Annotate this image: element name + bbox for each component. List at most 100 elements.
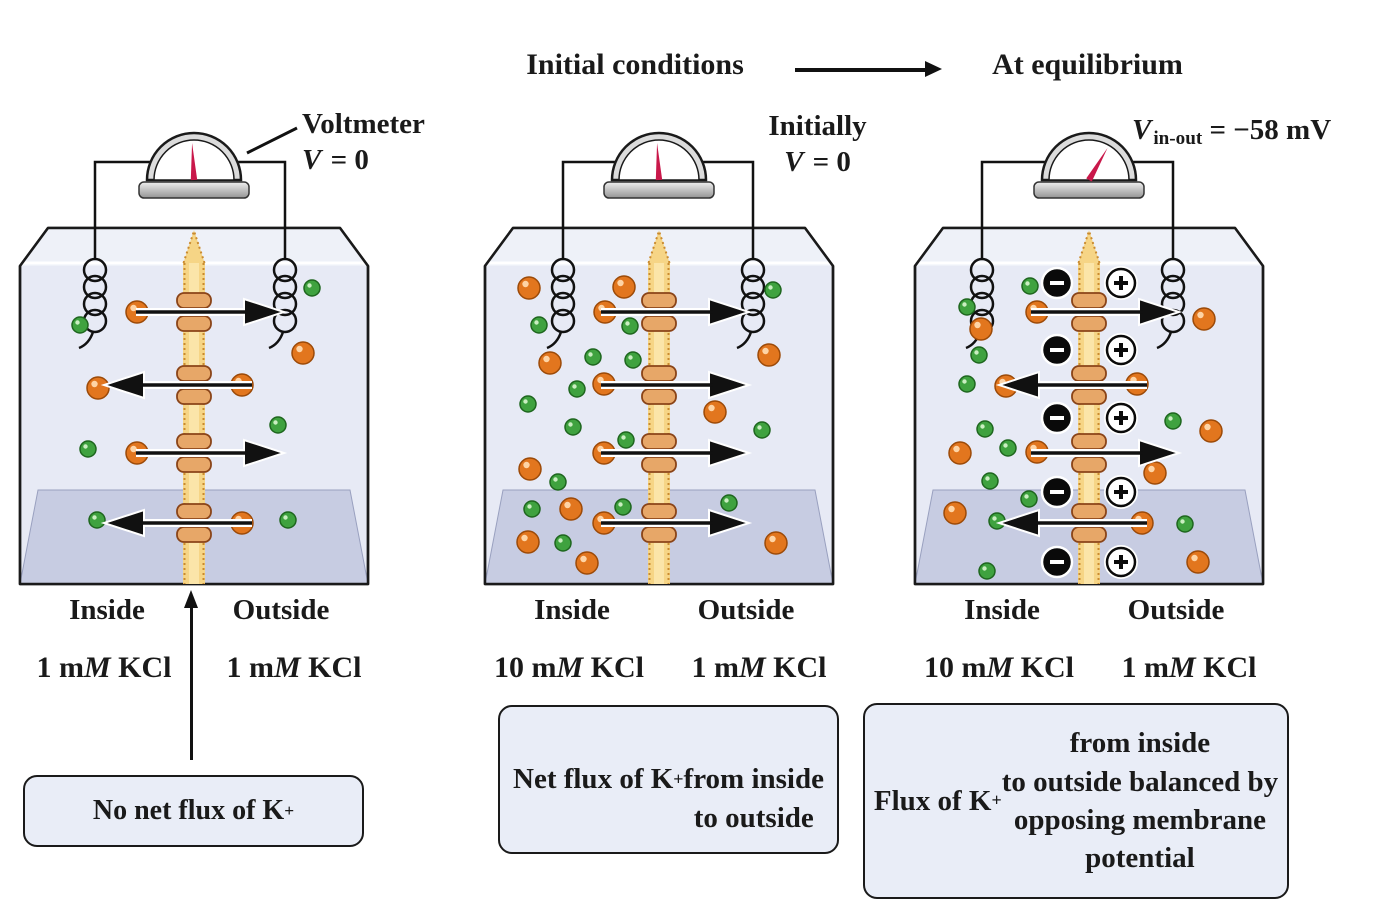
caption-box: Net flux of K + from inside to outside [498,705,839,854]
k-ion-highlight [708,404,715,412]
electrode-coil [272,308,298,334]
cl-ion [549,473,567,491]
cl-ion-highlight [962,302,967,307]
electrode-coil [740,308,766,334]
k-ion-highlight [564,501,571,509]
cl-ion [978,562,996,580]
inside-concentration: 1 mM KCl [36,651,172,684]
cl-ion-highlight [962,379,967,384]
header-arrow [795,68,927,72]
k-ion [516,530,540,554]
panel-no-net-flux: Voltmeter V = 0 Inside Outside 1 mM KCl … [18,100,425,916]
electrode-coil-tail [268,331,285,350]
outside-label: Outside [232,594,330,626]
k-ion-highlight [1148,465,1155,473]
cl-ion-highlight [273,420,278,425]
cl-ion [269,416,287,434]
ion-channel [641,433,677,450]
cl-ion-highlight [572,384,577,389]
cl-ion-highlight [75,320,80,325]
cl-ion [564,418,582,436]
k-ion-highlight [296,345,303,353]
k-ion-highlight [130,304,137,312]
cl-ion-highlight [1180,519,1185,524]
k-ion-highlight [617,279,624,287]
electrode-coil [82,274,108,300]
k-ion [518,457,542,481]
k-ion [86,376,110,400]
k-ion [757,343,781,367]
membrane-tip-edge [658,230,671,264]
cl-ion-highlight [558,538,563,543]
v-value: = 0 [323,144,369,176]
electrode-coil [550,274,576,300]
k-ion-highlight [580,555,587,563]
tank-outline [913,226,1265,586]
v-symbol: V [302,144,322,176]
cl-ion [958,375,976,393]
voltmeter-needle [655,143,663,181]
k-ion [291,341,315,365]
ion-channel [641,365,677,382]
electrode-coil-tail [736,331,753,350]
cl-ion-highlight [283,515,288,520]
k-ion-highlight [543,355,550,363]
inside-label: Inside [964,594,1040,626]
panel-net-flux-initial: Initially V = 0 Inside Outside 10 mM KCl… [483,100,867,916]
membrane-tip-edge [1077,230,1090,264]
tank-outline [18,226,370,586]
voltmeter-needle [190,143,198,181]
cl-ion [753,421,771,439]
voltmeter-base [138,181,250,199]
k-ion [943,501,967,525]
k-ion [1199,419,1223,443]
k-ion-highlight [974,321,981,329]
membrane-tip [1078,230,1100,264]
membrane-pointer-arrow-icon [184,590,198,608]
k-ion [559,497,583,521]
k-ion-highlight [1204,423,1211,431]
cl-ion [88,511,106,529]
electrode-wire [237,160,287,260]
cl-ion-highlight [83,444,88,449]
meter-reading: V = 0 [302,142,425,187]
ion-channel [641,388,677,405]
caption-box: Flux of K + from inside to outside balanc… [863,703,1289,899]
ion-channel [176,526,212,543]
k-ion [612,275,636,299]
outside-label: Outside [697,594,795,626]
k-ion-highlight [1191,554,1198,562]
cl-ion-highlight [974,350,979,355]
membrane-tip-edge [1088,230,1101,264]
k-ion [517,276,541,300]
meter-label: Initially V = 0 [735,108,900,189]
header-initial-conditions: Initial conditions [526,48,744,81]
cl-ion [624,351,642,369]
cl-ion [614,498,632,516]
ion-channel [641,315,677,332]
ion-channel [1071,388,1107,405]
electrode-coil [272,274,298,300]
cl-ion [554,534,572,552]
k-ion [1192,307,1216,331]
k-ion-highlight [523,461,530,469]
ion-channel [176,388,212,405]
outside-concentration: 1 mM KCl [691,651,827,684]
cl-ion [976,420,994,438]
ion-channel [641,456,677,473]
electrode-wire [980,160,1046,260]
ion-channel [1071,526,1107,543]
header-arrow-head-icon [925,61,942,77]
ion-channel [176,315,212,332]
cl-ion-highlight [1168,416,1173,421]
cl-ion-highlight [307,283,312,288]
cl-ion-highlight [992,516,997,521]
outside-label: Outside [1127,594,1225,626]
cl-ion-highlight [568,422,573,427]
k-ion-highlight [769,535,776,543]
tank-scene [483,131,835,586]
k-ion [764,531,788,555]
ion-channel [1071,503,1107,520]
voltmeter-base [1033,181,1145,199]
